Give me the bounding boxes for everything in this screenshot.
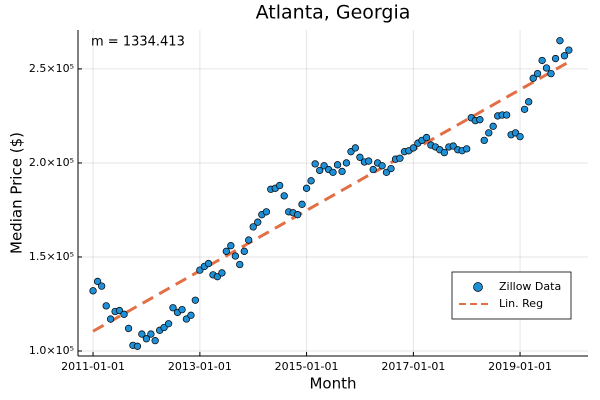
data-point <box>298 200 306 208</box>
data-point <box>147 330 155 338</box>
data-point <box>262 208 271 216</box>
data-point <box>560 52 569 60</box>
data-point <box>138 330 146 338</box>
data-point <box>351 144 360 152</box>
data-point <box>422 133 431 142</box>
data-point <box>316 166 324 175</box>
data-point <box>120 310 128 318</box>
data-point <box>342 159 351 167</box>
data-point <box>106 315 115 323</box>
data-point <box>178 305 186 314</box>
annotation: m = 1334.413 <box>91 35 185 50</box>
data-point <box>533 69 542 78</box>
data-point <box>249 223 257 231</box>
legend-marker <box>473 282 483 292</box>
data-point <box>302 184 311 192</box>
data-point <box>502 111 511 119</box>
data-point <box>333 161 342 169</box>
data-point <box>551 54 560 63</box>
data-point <box>565 46 573 54</box>
data-point <box>356 153 364 161</box>
data-point <box>93 277 102 286</box>
data-point <box>240 247 248 255</box>
data-point <box>98 282 106 290</box>
data-point <box>89 287 97 295</box>
data-point <box>236 260 244 269</box>
data-point <box>231 252 240 260</box>
data-point <box>485 129 493 137</box>
data-point <box>222 247 230 255</box>
y-tick-label: 2.0×10⁵ <box>29 156 74 169</box>
data-point <box>187 311 195 319</box>
data-point <box>516 132 524 141</box>
legend-label: Lin. Reg <box>499 297 543 310</box>
y-tick-label: 1.5×10⁵ <box>29 250 74 263</box>
y-tick-label: 2.5×10⁵ <box>29 62 74 75</box>
data-point <box>307 177 315 185</box>
data-point <box>387 164 395 173</box>
data-point <box>311 160 319 168</box>
data-point <box>463 145 471 153</box>
data-point <box>396 154 404 162</box>
data-point <box>338 167 346 176</box>
x-tick-label: 2017-01-01 <box>381 360 445 373</box>
data-point <box>440 148 449 157</box>
legend-box <box>451 271 572 320</box>
data-point <box>529 74 537 82</box>
data-point <box>556 37 564 45</box>
data-point <box>133 342 142 350</box>
data-point <box>365 157 373 165</box>
data-point <box>293 211 302 219</box>
data-point <box>378 162 386 170</box>
data-point <box>142 335 151 343</box>
data-point <box>542 64 551 72</box>
data-point <box>204 259 213 268</box>
data-point <box>102 302 110 310</box>
x-tick-label: 2015-01-01 <box>275 360 339 373</box>
data-point <box>476 116 484 124</box>
data-point <box>547 69 555 78</box>
data-point <box>124 324 133 333</box>
data-point <box>369 165 377 174</box>
data-point <box>191 296 199 304</box>
data-point <box>151 337 159 345</box>
data-point <box>218 269 226 277</box>
data-point <box>276 181 284 190</box>
y-tick-label: 1.0×10⁵ <box>29 344 74 357</box>
data-point <box>538 56 546 65</box>
data-point <box>520 105 529 114</box>
data-point <box>227 242 235 250</box>
data-point <box>329 168 337 177</box>
legend-label: Zillow Data <box>499 280 561 293</box>
x-tick-label: 2019-01-01 <box>488 360 552 373</box>
x-axis-label: Month <box>309 375 356 393</box>
data-point <box>280 192 288 200</box>
y-axis-label: Median Price ($) <box>8 132 26 254</box>
data-point <box>489 122 497 130</box>
data-point <box>245 236 253 244</box>
data-point <box>169 304 177 312</box>
data-point <box>480 136 488 145</box>
chart-title: Atlanta, Georgia <box>256 2 411 24</box>
data-point <box>525 98 533 106</box>
data-point <box>164 320 173 328</box>
regression-line <box>92 60 570 333</box>
x-tick-label: 2013-01-01 <box>168 360 232 373</box>
x-tick-label: 2011-01-01 <box>61 360 125 373</box>
data-point <box>254 218 262 226</box>
data-point <box>409 144 418 152</box>
